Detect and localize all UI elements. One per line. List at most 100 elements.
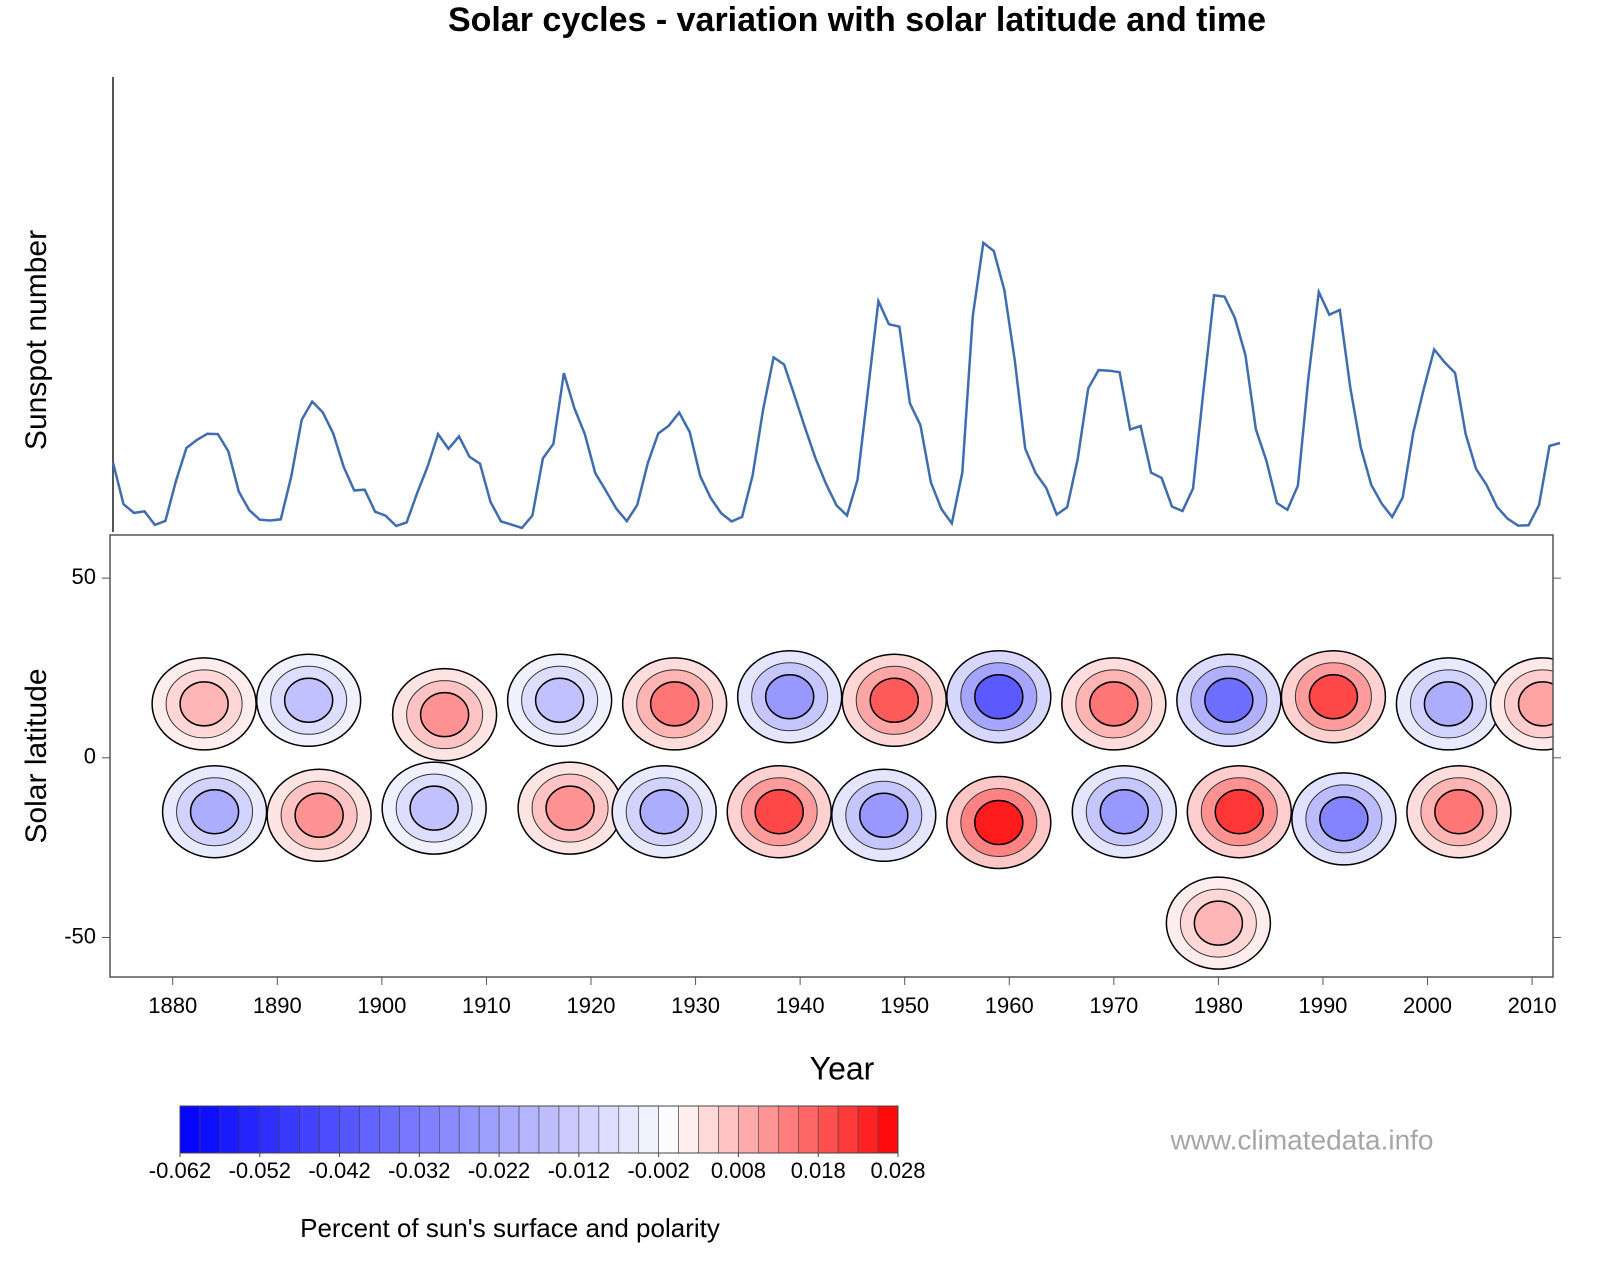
- colorbar-segment: [279, 1105, 300, 1154]
- colorbar-tick-label: -0.022: [468, 1158, 530, 1183]
- colorbar-segment: [658, 1105, 679, 1154]
- colorbar-segment: [319, 1105, 340, 1154]
- colorbar-segment: [219, 1105, 241, 1154]
- blob: [1204, 677, 1254, 724]
- colorbar-segment: [877, 1105, 899, 1154]
- x-tick-label: 1940: [776, 993, 825, 1018]
- colorbar-segment: [419, 1105, 440, 1154]
- blob: [419, 691, 470, 738]
- colorbar-segment: [778, 1105, 799, 1154]
- blob: [649, 681, 700, 727]
- x-tick-label: 1890: [253, 993, 302, 1018]
- blob: [1214, 788, 1265, 835]
- x-tick-label: 1930: [671, 993, 720, 1018]
- colorbar-segment: [438, 1105, 460, 1154]
- colorbar-tick-label: -0.012: [548, 1158, 610, 1183]
- colorbar-segment: [239, 1105, 261, 1154]
- colorbar-segment: [518, 1105, 540, 1154]
- blob: [1099, 788, 1150, 835]
- blob: [639, 788, 689, 835]
- y-axis-label: Sunspot number: [20, 230, 53, 450]
- colorbar-segment: [458, 1105, 480, 1154]
- blob: [764, 673, 815, 720]
- colorbar-tick-label: -0.052: [229, 1158, 291, 1183]
- blob: [189, 788, 240, 835]
- blob: [859, 792, 909, 839]
- blob: [1308, 673, 1359, 720]
- colorbar-segment: [558, 1105, 580, 1154]
- colorbar-frame: [179, 1105, 899, 1154]
- colorbar-segment: [498, 1105, 520, 1154]
- x-tick-label: 1880: [148, 993, 197, 1018]
- blob: [869, 677, 919, 724]
- x-tick-label: 1960: [985, 993, 1034, 1018]
- colorbar-tick-label: -0.032: [388, 1158, 450, 1183]
- colorbar-tick-label: -0.002: [627, 1158, 689, 1183]
- colorbar-segment: [857, 1105, 879, 1154]
- colorbar-segment: [837, 1105, 859, 1154]
- colorbar-segment: [698, 1105, 719, 1154]
- colorbar-segment: [299, 1105, 320, 1154]
- colorbar-segment: [598, 1105, 620, 1154]
- y-tick-label: 50: [72, 564, 96, 589]
- colorbar-tick-label: 0.028: [870, 1158, 925, 1183]
- blobs: [151, 649, 1553, 970]
- colorbar-segment: [399, 1105, 420, 1154]
- colorbar-segment: [379, 1105, 400, 1154]
- blob: [179, 681, 229, 727]
- y-axis-label: Solar latitude: [20, 668, 53, 843]
- x-tick-label: 1970: [1089, 993, 1138, 1018]
- colorbar-segment: [179, 1105, 201, 1154]
- x-tick-label: 1990: [1298, 993, 1347, 1018]
- blob: [1193, 900, 1244, 946]
- x-tick-label: 1980: [1194, 993, 1243, 1018]
- x-tick-label: 2000: [1403, 993, 1452, 1018]
- sunspot-line: [111, 240, 1561, 530]
- colorbar-segment: [678, 1105, 699, 1154]
- colorbar-tick-label: 0.008: [711, 1158, 766, 1183]
- blob: [1423, 681, 1474, 727]
- blob: [974, 673, 1024, 720]
- colorbar-segment: [359, 1105, 380, 1154]
- blob: [409, 785, 459, 831]
- colorbar-segment: [758, 1105, 779, 1154]
- blob: [1319, 796, 1369, 842]
- x-tick-label: 1920: [567, 993, 616, 1018]
- colorbar-segment: [478, 1105, 500, 1154]
- blob: [545, 785, 595, 831]
- colorbar-segment: [538, 1105, 560, 1154]
- chart-title: Solar cycles - variation with solar lati…: [448, 1, 1266, 39]
- blob: [1517, 681, 1553, 727]
- blob: [754, 788, 804, 835]
- colorbar-segment: [817, 1105, 839, 1154]
- colorbar-segment: [738, 1105, 759, 1154]
- blob: [294, 792, 344, 839]
- watermark: www.climatedata.info: [1169, 1124, 1433, 1155]
- colorbar-segment: [199, 1105, 221, 1154]
- plot-background: [110, 535, 1553, 977]
- colorbar-segment: [618, 1105, 640, 1154]
- y-tick-label: -50: [64, 923, 96, 948]
- colorbar-segment: [578, 1105, 600, 1154]
- colorbar-segment: [339, 1105, 360, 1154]
- colorbar-tick-label: 0.018: [791, 1158, 846, 1183]
- blob: [1089, 681, 1139, 727]
- blob: [534, 677, 585, 724]
- x-tick-label: 1900: [357, 993, 406, 1018]
- blob: [1434, 788, 1484, 835]
- colorbar-segment: [638, 1105, 659, 1154]
- x-tick-label: 2010: [1508, 993, 1557, 1018]
- y-tick-label: 0: [84, 744, 96, 769]
- blob: [974, 799, 1024, 846]
- colorbar-tick-label: -0.062: [149, 1158, 211, 1183]
- colorbar-tick-label: -0.042: [308, 1158, 370, 1183]
- x-axis-label: Year: [810, 1050, 875, 1086]
- colorbar-segment: [259, 1105, 281, 1154]
- colorbar-segment: [797, 1105, 819, 1154]
- plot-frame: [109, 534, 1554, 978]
- colorbar-label: Percent of sun's surface and polarity: [300, 1213, 720, 1243]
- colorbar-segment: [718, 1105, 739, 1154]
- blob: [283, 677, 334, 724]
- x-tick-label: 1910: [462, 993, 511, 1018]
